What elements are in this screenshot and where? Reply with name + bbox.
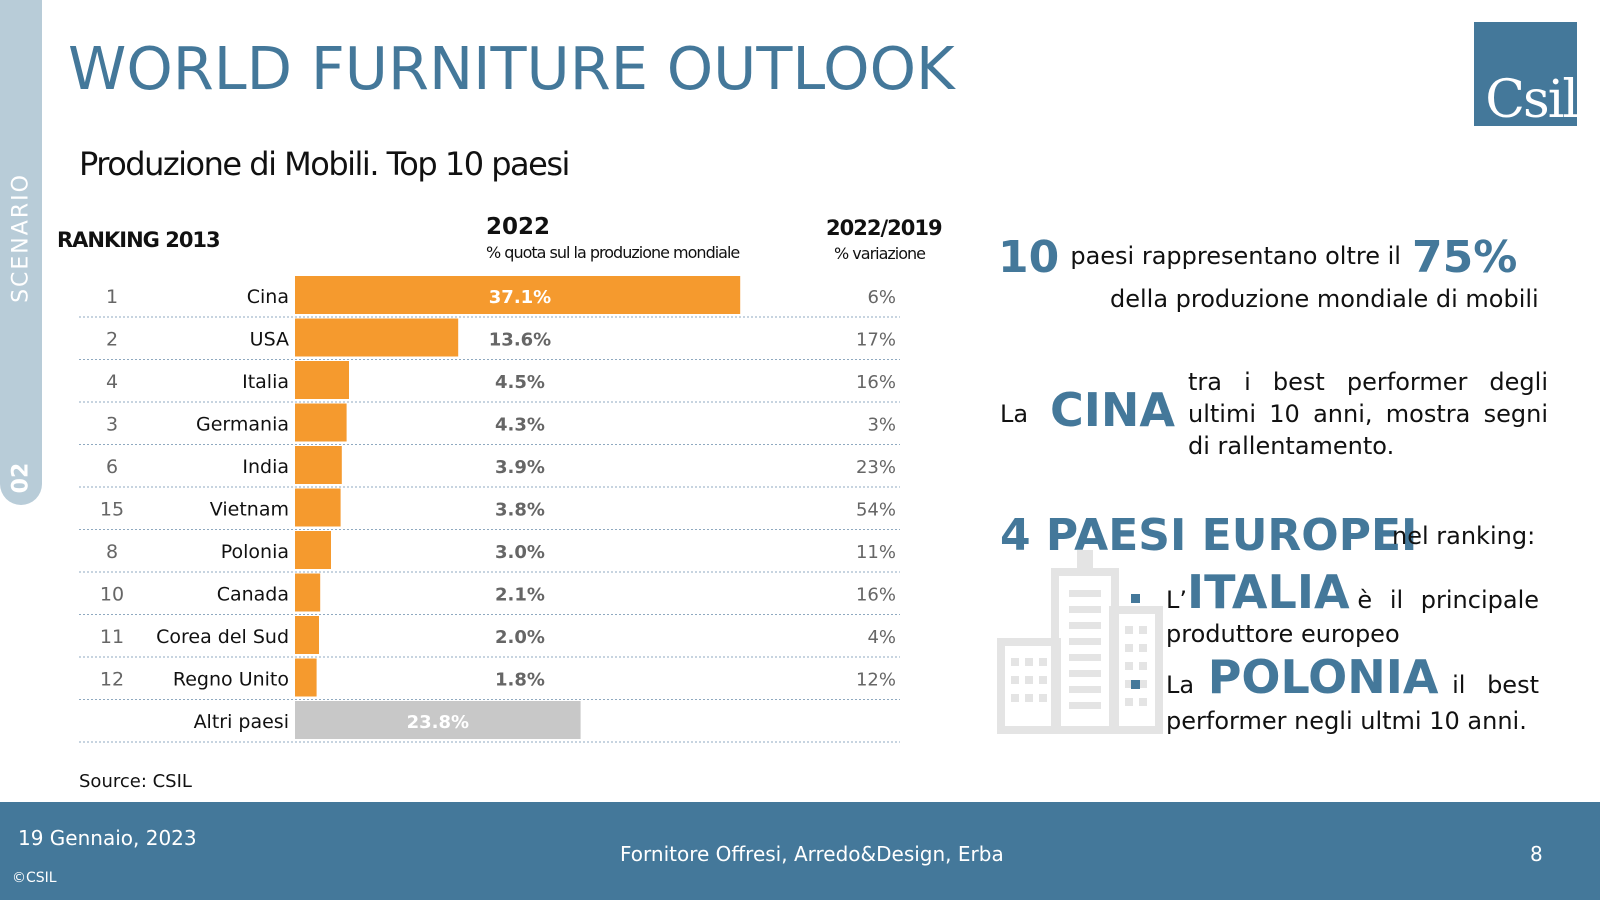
callout-europe-text: nel ranking: <box>1392 522 1536 550</box>
header-year: 2022 <box>486 214 551 240</box>
rank-label: 10 <box>100 584 124 606</box>
callout-china-name: CINA <box>1050 383 1175 437</box>
bullet-polonia-line1: La POLONIA il best <box>1166 650 1539 704</box>
bar-india <box>295 446 342 484</box>
variation-label: 4% <box>867 627 896 648</box>
country-label: India <box>242 456 289 478</box>
variation-label: 6% <box>867 287 896 308</box>
variation-label: 17% <box>856 330 896 351</box>
italia-name: ITALIA <box>1187 565 1350 619</box>
variation-label: 12% <box>856 670 896 691</box>
variation-label: 16% <box>856 585 896 606</box>
country-label: Cina <box>247 286 289 308</box>
share-label: 13.6% <box>489 330 551 351</box>
polonia-mid: il best <box>1452 671 1539 699</box>
share-label: 37.1% <box>489 287 551 308</box>
country-label: Polonia <box>221 541 289 563</box>
bar-regno-unito <box>295 658 317 697</box>
polonia-name: POLONIA <box>1207 650 1439 704</box>
bullet-italia-line1: L’ITALIA è il principale <box>1166 565 1539 619</box>
callout-percent: 75% <box>1412 232 1518 283</box>
bar-polonia <box>295 531 331 569</box>
rank-label: 3 <box>106 414 118 436</box>
share-label: 1.8% <box>495 670 545 691</box>
footer-date: 19 Gennaio, 2023 <box>18 826 197 850</box>
variation-label: 16% <box>856 372 896 393</box>
variation-label: 3% <box>867 415 896 436</box>
rank-label: 8 <box>106 541 118 563</box>
country-label: Corea del Sud <box>156 626 289 648</box>
share-label: 4.3% <box>495 415 545 436</box>
chart-title: Produzione di Mobili. Top 10 paesi <box>79 145 570 183</box>
header-year-sub: % quota sul la produzione mondiale <box>486 243 740 262</box>
share-label: 2.1% <box>495 585 545 606</box>
callout-ten-text: paesi rappresentano oltre il <box>1070 242 1401 270</box>
rank-label: 11 <box>100 626 124 648</box>
polonia-prefix: La <box>1166 671 1195 699</box>
country-label: Canada <box>217 584 289 606</box>
china-text-line3: di rallentamento. <box>1188 432 1395 460</box>
bar-germania <box>295 403 347 442</box>
callout-ten-line2: della produzione mondiale di mobili <box>1110 285 1539 313</box>
header-variation-sub: % variazione <box>834 244 926 263</box>
share-label: 3.0% <box>495 542 545 563</box>
rank-label: 15 <box>100 499 124 521</box>
footer-copyright: ©CSIL <box>12 870 57 886</box>
rank-label: 6 <box>106 456 118 478</box>
variation-label: 11% <box>856 542 896 563</box>
variation-label: 54% <box>856 500 896 521</box>
country-label: Regno Unito <box>173 669 289 691</box>
share-label: 23.8% <box>407 712 469 733</box>
header-variation: 2022/2019 <box>826 216 943 240</box>
china-text-line1: tra i best performer degli <box>1188 368 1548 396</box>
share-label: 3.8% <box>495 500 545 521</box>
header-ranking: RANKING 2013 <box>57 228 221 252</box>
variation-label: 23% <box>856 457 896 478</box>
page-number: 8 <box>1530 842 1543 866</box>
footer-bar: 19 Gennaio, 2023 ©CSIL Fornitore Offresi… <box>0 802 1600 900</box>
italia-line2: produttore europeo <box>1166 620 1400 648</box>
page-title: WORLD FURNITURE OUTLOOK <box>68 34 955 103</box>
china-text-line2: ultimi 10 anni, mostra segni <box>1188 400 1548 428</box>
bar-italia <box>295 361 349 399</box>
italia-mid: è il principale <box>1357 586 1539 614</box>
country-label: Altri paesi <box>194 711 289 733</box>
country-label: Germania <box>196 414 289 436</box>
italia-prefix: L’ <box>1166 586 1187 614</box>
bullet-italia <box>1131 594 1140 603</box>
sidebar-tab: SCENARIO 02 <box>0 0 42 505</box>
source-note: Source: CSIL <box>79 771 192 792</box>
bar-canada <box>295 573 321 612</box>
bar-vietnam <box>295 488 341 527</box>
callout-china-la: La <box>1000 400 1029 428</box>
country-label: Italia <box>242 371 289 393</box>
share-label: 2.0% <box>495 627 545 648</box>
bar-cina <box>295 276 741 314</box>
country-label: Vietnam <box>210 499 289 521</box>
csil-logo: Csil <box>1474 22 1579 130</box>
polonia-line2: performer negli ultmi 10 anni. <box>1166 707 1527 735</box>
bar-altri-paesi <box>295 701 581 739</box>
rank-label: 4 <box>106 371 118 393</box>
footer-presentation: Fornitore Offresi, Arredo&Design, Erba <box>620 842 1004 866</box>
bar-corea-del-sud <box>295 616 319 654</box>
italia-prefix-text: L’ITALIA <box>1166 565 1350 619</box>
share-label: 4.5% <box>495 372 545 393</box>
rank-label: 2 <box>106 329 118 351</box>
bar-usa <box>295 318 459 357</box>
rank-label: 12 <box>100 669 124 691</box>
callout-ten-number: 10 <box>998 232 1060 283</box>
rank-label: 1 <box>106 286 118 308</box>
callout-top-ten: 10 paesi rappresentano oltre il 75% <box>998 232 1517 283</box>
callout-china-text: tra i best performer degli ultimi 10 ann… <box>1188 366 1548 462</box>
callout-europe-heading: 4 PAESI EUROPEI <box>1000 510 1418 561</box>
logo-text: Csil <box>1485 70 1579 130</box>
country-label: USA <box>250 329 289 351</box>
building-icon <box>997 550 1163 734</box>
bullet-polonia <box>1131 680 1140 689</box>
share-label: 3.9% <box>495 457 545 478</box>
